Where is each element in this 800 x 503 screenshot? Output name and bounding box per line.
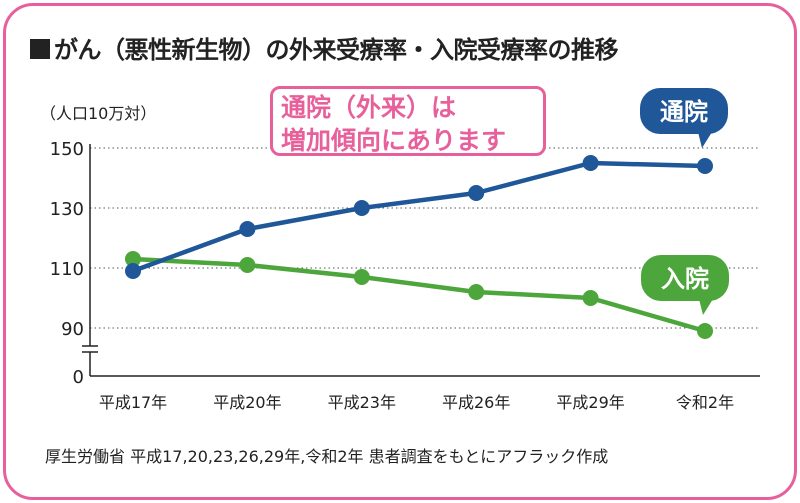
data-point bbox=[697, 323, 713, 339]
y-tick-label: 110 bbox=[50, 259, 84, 280]
data-point bbox=[239, 221, 256, 237]
series-inpatient bbox=[125, 251, 713, 339]
outpatient-label-bubble: 通院 bbox=[640, 88, 728, 148]
chart-title: がん（悪性新生物）の外来受療率・入院受療率の推移 bbox=[30, 30, 619, 65]
data-point bbox=[468, 185, 485, 201]
series-label: 入院 bbox=[661, 265, 709, 293]
series-line bbox=[132, 160, 706, 274]
data-point bbox=[582, 290, 599, 306]
axis-break-gap bbox=[82, 346, 98, 352]
data-point bbox=[239, 257, 256, 273]
data-point bbox=[353, 200, 370, 216]
x-tick-label: 平成17年 bbox=[99, 393, 167, 412]
data-point bbox=[468, 284, 485, 300]
series-line bbox=[132, 256, 706, 334]
data-point bbox=[125, 263, 141, 279]
y-tick-label: 90 bbox=[61, 319, 84, 340]
bubble-tail bbox=[699, 299, 713, 315]
x-tick-label: 平成23年 bbox=[328, 393, 396, 412]
title-text: がん（悪性新生物）の外来受療率・入院受療率の推移 bbox=[54, 36, 619, 64]
bubble-body bbox=[640, 88, 728, 134]
annotation-box: 通院（外来）は増加傾向にあります bbox=[270, 86, 546, 156]
data-point bbox=[697, 158, 713, 174]
x-tick-label: 平成29年 bbox=[556, 393, 624, 412]
annotation-line-1: 通院（外来）は bbox=[281, 93, 457, 122]
inpatient-label-bubble: 入院 bbox=[641, 255, 729, 315]
y-axis-label: （人口10万対） bbox=[40, 104, 157, 123]
x-tick-label: 平成20年 bbox=[213, 393, 281, 412]
bubble-body bbox=[641, 255, 729, 301]
annotation-line-2: 増加傾向にあります bbox=[281, 126, 507, 155]
bubble-tail bbox=[698, 132, 712, 148]
y-tick-label: 130 bbox=[50, 199, 84, 220]
series-label: 通院 bbox=[660, 98, 708, 126]
y-tick-label: 150 bbox=[50, 139, 84, 160]
x-tick-label: 令和2年 bbox=[676, 393, 734, 412]
data-point bbox=[125, 251, 141, 267]
y-tick-label: 0 bbox=[73, 367, 84, 388]
source-note: 厚生労働省 平成17,20,23,26,29年,令和2年 患者調査をもとにアフラ… bbox=[45, 447, 609, 466]
x-tick-label: 平成26年 bbox=[442, 393, 510, 412]
series-outpatient bbox=[125, 155, 713, 279]
data-point bbox=[582, 155, 599, 171]
data-point bbox=[353, 269, 370, 285]
square-bullet-icon bbox=[30, 39, 50, 59]
